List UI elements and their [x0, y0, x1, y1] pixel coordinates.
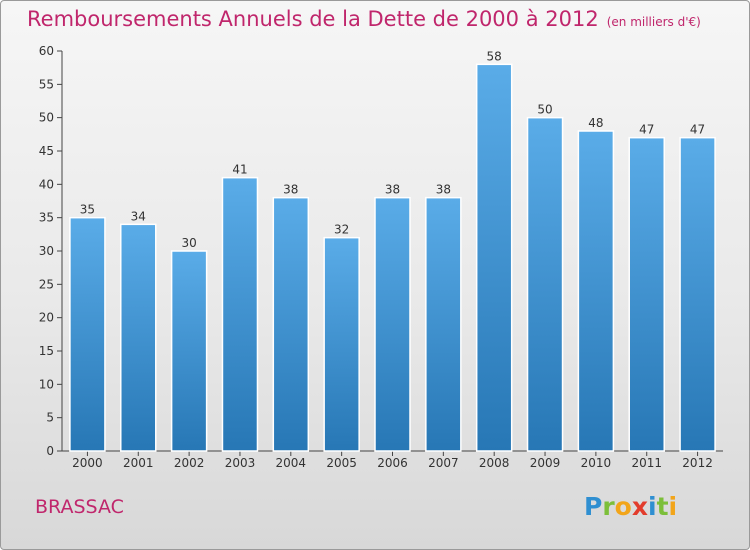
x-tick-label: 2007 [428, 456, 459, 470]
chart-title-block: Remboursements Annuels de la Dette de 20… [27, 7, 701, 31]
y-tick-label: 40 [39, 177, 54, 191]
y-tick-label: 20 [39, 311, 54, 325]
y-tick-label: 10 [39, 377, 54, 391]
bar-2003 [221, 176, 259, 452]
data-label-2011: 47 [639, 123, 654, 137]
bar-2006 [374, 196, 411, 452]
data-label-2006: 38 [385, 183, 400, 197]
data-label-2000: 35 [80, 203, 95, 217]
x-tick-label: 2005 [326, 456, 357, 470]
bar-2010 [577, 130, 615, 452]
bar-2012 [679, 136, 716, 452]
chart-data-labels: 35 34 30 41 38 32 38 38 58 50 48 47 47 [80, 49, 705, 250]
bar-2005 [323, 236, 360, 452]
chart-bars [69, 63, 716, 452]
chart-title: Remboursements Annuels de la Dette de 20… [27, 7, 599, 31]
bar-2011 [628, 136, 665, 452]
x-tick-label: 2000 [72, 456, 103, 470]
commune-name: BRASSAC [35, 496, 124, 518]
x-tick-label: 2006 [377, 456, 408, 470]
bar-2007 [425, 196, 462, 452]
data-label-2001: 34 [131, 209, 146, 223]
x-tick-label: 2008 [479, 456, 510, 470]
y-tick-label: 30 [39, 244, 54, 258]
data-label-2010: 48 [588, 116, 603, 130]
x-tick-label: 2012 [682, 456, 713, 470]
x-tick-label: 2009 [530, 456, 561, 470]
data-label-2007: 38 [436, 183, 451, 197]
y-tick-label: 15 [39, 344, 54, 358]
y-tick-label: 5 [46, 411, 54, 425]
bar-2004 [272, 196, 310, 452]
x-tick-label: 2004 [276, 456, 307, 470]
unit-note: (en milliers d'€) [606, 15, 701, 29]
y-tick-label: 25 [39, 277, 54, 291]
x-tick-label: 2010 [581, 456, 612, 470]
proxiti-logo: Proxiti [584, 492, 678, 521]
x-tick-label: 2002 [174, 456, 205, 470]
bar-2001 [120, 223, 157, 452]
y-tick-label: 50 [39, 111, 54, 125]
y-tick-label: 60 [39, 44, 54, 58]
y-tick-label: 45 [39, 144, 54, 158]
bar-2009 [526, 116, 564, 452]
x-tick-label: 2001 [123, 456, 154, 470]
x-tick-label: 2011 [631, 456, 662, 470]
bar-2000 [69, 216, 106, 452]
bar-2008 [475, 63, 513, 452]
chart-axes: 0 5 10 15 20 25 30 35 40 45 50 55 60 2000 2001 2002 2003… [39, 44, 723, 470]
y-tick-label: 55 [39, 77, 54, 91]
data-label-2002: 30 [181, 236, 196, 250]
y-tick-label: 35 [39, 211, 54, 225]
data-label-2004: 38 [283, 183, 298, 197]
data-label-2008: 58 [487, 49, 502, 63]
data-label-2012: 47 [690, 123, 705, 137]
x-tick-label: 2003 [225, 456, 256, 470]
data-label-2003: 41 [232, 163, 247, 177]
bar-2002 [170, 250, 208, 452]
y-tick-label: 0 [46, 444, 54, 458]
data-label-2009: 50 [537, 103, 552, 117]
data-label-2005: 32 [334, 223, 349, 237]
